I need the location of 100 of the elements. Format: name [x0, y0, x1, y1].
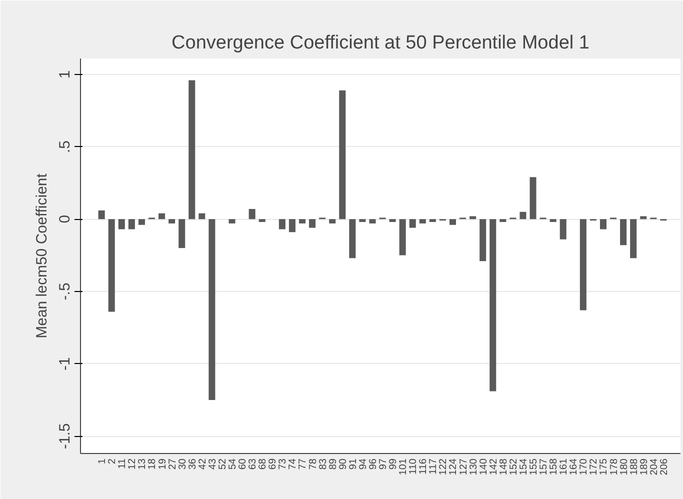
- x-tick-label: 13: [137, 458, 148, 470]
- x-tick-label: 89: [328, 458, 339, 470]
- bar: [168, 219, 176, 224]
- x-tick-label: 116: [418, 458, 430, 474]
- bar: [600, 219, 607, 230]
- x-tick-label: 96: [368, 458, 379, 470]
- x-tick-label: 130: [468, 458, 480, 476]
- x-tick-label: 178: [608, 458, 620, 476]
- bar: [128, 219, 135, 230]
- x-tick-label: 164: [568, 458, 580, 476]
- x-tick-label: 155: [528, 458, 540, 476]
- x-tick-label: 140: [478, 458, 490, 476]
- bar: [640, 216, 647, 220]
- bar: [188, 80, 196, 220]
- y-tick-label: -1: [56, 357, 74, 370]
- x-tick-label: 77: [298, 458, 309, 470]
- bar: [490, 219, 496, 392]
- bar: [288, 219, 296, 232]
- x-tick-label: 124: [448, 458, 460, 476]
- y-tick-label: .5: [56, 140, 74, 154]
- x-tick-label: 90: [338, 458, 349, 470]
- x-tick-label: 78: [308, 458, 319, 470]
- y-tick-label: -1.5: [56, 423, 74, 450]
- bar: [258, 219, 266, 222]
- bar: [429, 219, 436, 222]
- bar: [248, 208, 256, 220]
- bar: [620, 219, 627, 246]
- chart-title: Convergence Coefficient at 50 Percentile Model 1: [172, 32, 590, 54]
- bar: [228, 219, 236, 224]
- x-tick-label: 36: [187, 458, 198, 470]
- x-tick-label: 157: [538, 458, 550, 476]
- x-tick-label: 11: [117, 458, 128, 469]
- bar: [520, 212, 526, 220]
- x-tick-label: 63: [248, 458, 259, 470]
- x-tick-label: 2: [107, 458, 118, 464]
- y-tick-label: -.5: [56, 282, 74, 300]
- x-tick-label: 54: [228, 458, 239, 470]
- bar: [580, 219, 586, 310]
- bar: [550, 219, 556, 222]
- x-tick-label: 175: [598, 458, 610, 476]
- x-tick-label: 94: [358, 458, 369, 470]
- x-tick-label: 52: [217, 458, 228, 470]
- bar: [349, 219, 356, 258]
- x-tick-label: 117: [428, 458, 440, 474]
- bar: [409, 219, 416, 228]
- x-tick-label: 30: [177, 458, 188, 470]
- x-tick-label: 154: [518, 458, 530, 476]
- bar: [298, 219, 306, 224]
- bar: [560, 219, 566, 240]
- bar: [359, 219, 366, 222]
- bar: [118, 219, 125, 230]
- y-tick-label: 0: [56, 214, 74, 224]
- x-tick-label: 206: [658, 458, 670, 476]
- x-tick-label: 1: [97, 458, 108, 464]
- x-tick-label: 170: [578, 458, 590, 476]
- x-tick-label: 60: [238, 458, 249, 470]
- bar: [208, 219, 216, 400]
- x-tick-label: 12: [127, 458, 138, 470]
- bar: [369, 219, 376, 224]
- bar: [389, 219, 396, 222]
- x-tick-label: 91: [348, 458, 359, 470]
- x-tick-label: 99: [388, 458, 400, 470]
- bar: [399, 219, 406, 256]
- x-tick-label: 73: [278, 458, 289, 470]
- bar: [198, 213, 206, 220]
- y-axis-title: Mean lecm50 Coefficient: [34, 172, 50, 338]
- x-tick-label: 127: [458, 458, 470, 476]
- x-tick-label: 69: [268, 458, 279, 470]
- bar: [480, 219, 486, 262]
- x-tick-label: 158: [548, 458, 560, 476]
- bar: [98, 210, 105, 220]
- x-tick-label: 148: [498, 458, 510, 476]
- x-tick-label: 101: [398, 458, 410, 476]
- bar: [530, 177, 536, 220]
- x-tick-label: 172: [588, 458, 600, 476]
- x-tick-label: 18: [147, 458, 158, 470]
- x-tick-label: 204: [648, 458, 660, 476]
- x-tick-label: 188: [628, 458, 640, 476]
- x-tick-label: 19: [157, 458, 168, 470]
- x-tick-label: 142: [488, 458, 500, 476]
- x-tick-label: 97: [378, 458, 390, 470]
- bar: [339, 90, 346, 220]
- bar: [309, 219, 316, 228]
- y-tick-label: 1: [56, 70, 74, 79]
- bar: [138, 219, 145, 225]
- x-tick-label: 152: [508, 458, 520, 476]
- bar: [470, 216, 476, 220]
- x-tick-label: 43: [207, 458, 218, 470]
- bar: [108, 219, 115, 312]
- x-tick-label: 189: [638, 458, 650, 476]
- bar: [630, 219, 637, 258]
- x-tick-label: 180: [618, 458, 630, 476]
- bar: [419, 219, 426, 224]
- x-tick-label: 122: [438, 458, 450, 476]
- bar: [500, 219, 506, 222]
- bar: [178, 219, 186, 248]
- bar: [329, 219, 336, 224]
- x-tick-label: 83: [318, 458, 329, 470]
- x-tick-label: 42: [197, 458, 208, 470]
- bar: [449, 219, 456, 225]
